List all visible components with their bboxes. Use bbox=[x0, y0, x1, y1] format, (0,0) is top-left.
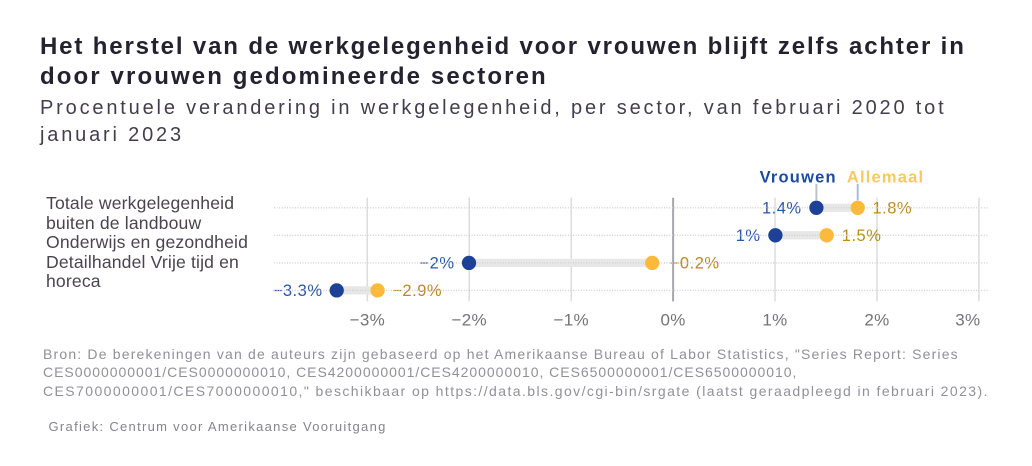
svg-text:−2%: −2% bbox=[420, 255, 455, 273]
svg-text:2%: 2% bbox=[864, 311, 889, 330]
svg-text:−3.3%: −3.3% bbox=[273, 282, 323, 300]
svg-text:1.8%: 1.8% bbox=[873, 199, 913, 217]
svg-text:−2.9%: −2.9% bbox=[392, 282, 442, 300]
svg-text:3%: 3% bbox=[955, 311, 980, 330]
svg-text:−0.2%: −0.2% bbox=[670, 255, 720, 273]
svg-text:0%: 0% bbox=[661, 311, 686, 330]
svg-text:−1%: −1% bbox=[553, 311, 588, 330]
svg-text:−2%: −2% bbox=[451, 311, 486, 330]
svg-text:Vrouwen: Vrouwen bbox=[760, 168, 837, 186]
svg-text:1.5%: 1.5% bbox=[842, 227, 882, 245]
svg-text:Allemaal: Allemaal bbox=[847, 168, 924, 186]
svg-text:−3%: −3% bbox=[350, 311, 385, 330]
svg-text:1%: 1% bbox=[762, 311, 787, 330]
